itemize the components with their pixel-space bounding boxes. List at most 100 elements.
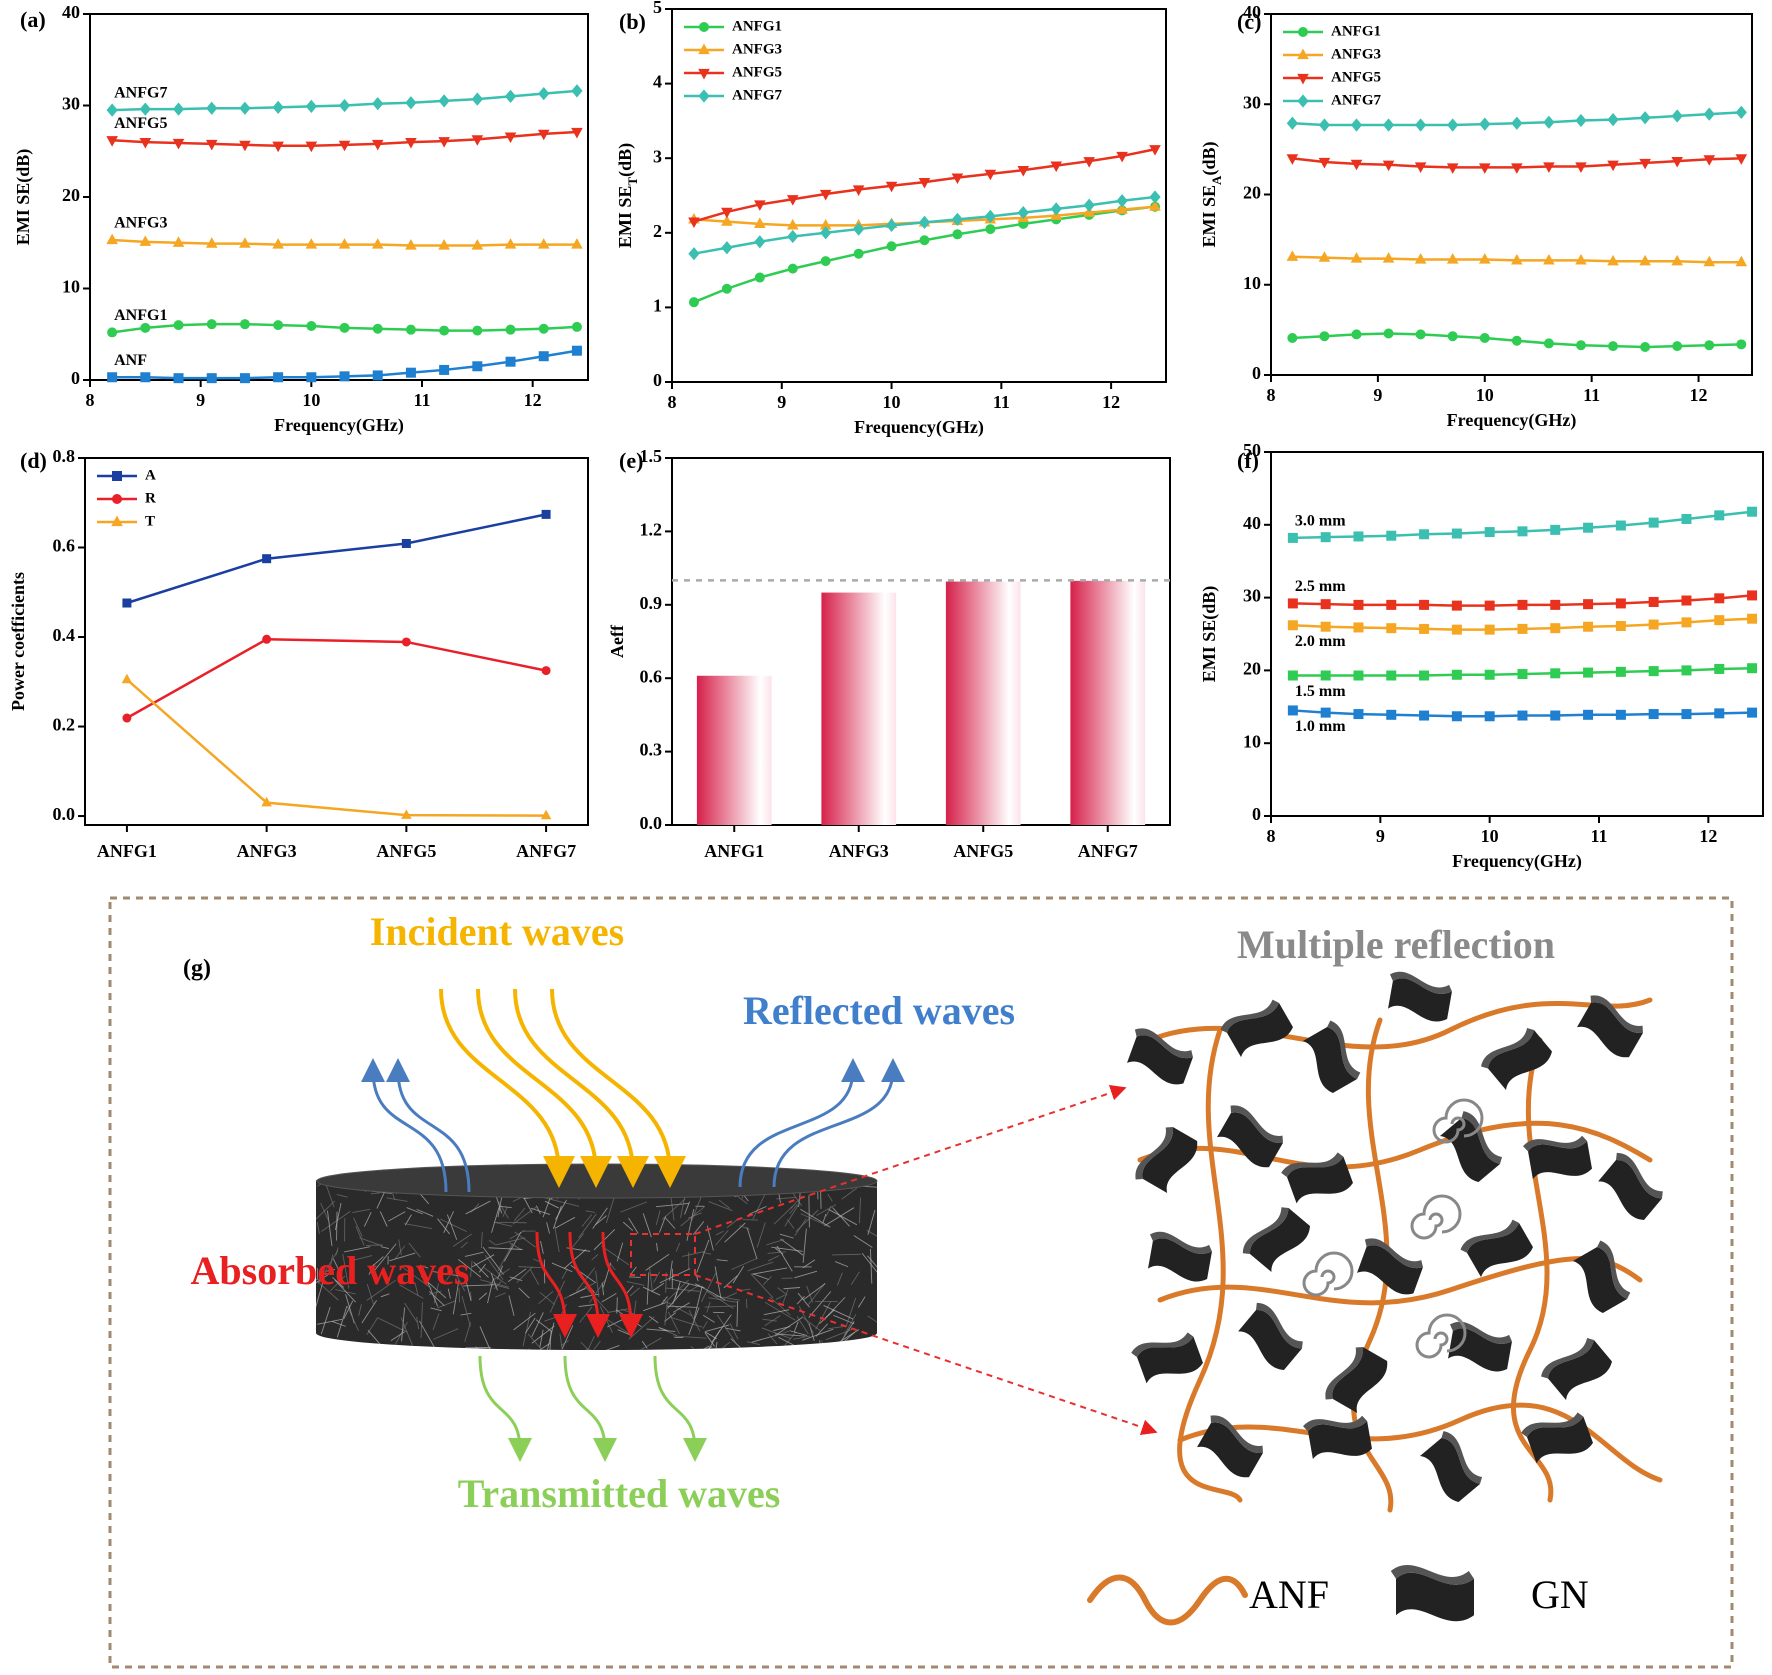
chart-panel: (a) 0 10 20 30 40 8 9 10 11 12 Frequency(GHz) EMI SE…	[13, 2, 589, 436]
marker	[1382, 252, 1395, 263]
texture-line	[563, 1249, 587, 1269]
texture-line	[715, 1230, 724, 1236]
texture-line	[445, 1270, 454, 1282]
marker	[820, 226, 832, 240]
texture-line	[324, 1250, 339, 1273]
marker	[1350, 252, 1363, 263]
marker	[1517, 669, 1528, 680]
texture-line	[316, 1273, 330, 1289]
spiral	[1410, 1194, 1462, 1240]
marker	[1116, 203, 1128, 214]
marker	[1287, 598, 1298, 609]
texture-line	[784, 1202, 801, 1227]
y-tick-label: 0	[1252, 804, 1261, 824]
marker	[338, 140, 351, 152]
marker	[1446, 163, 1459, 174]
texture-line	[518, 1287, 530, 1299]
series-label: ANFG5	[114, 115, 167, 132]
texture-line	[503, 1231, 522, 1262]
marker	[1419, 670, 1430, 681]
marker	[820, 256, 831, 267]
texture-line	[483, 1267, 507, 1285]
marker	[239, 140, 251, 152]
texture	[316, 1169, 877, 1351]
texture-line	[548, 1330, 552, 1351]
marker	[1320, 670, 1331, 681]
arrow	[563, 1355, 617, 1462]
texture-line	[802, 1259, 816, 1269]
marker	[1747, 613, 1758, 624]
texture-line	[419, 1264, 429, 1269]
texture-line	[509, 1229, 526, 1240]
texture-line	[691, 1196, 702, 1221]
texture-line	[793, 1335, 810, 1340]
texture-line	[514, 1231, 536, 1248]
texture-line	[713, 1295, 740, 1301]
y-axis-label-part: EMI SE	[615, 186, 635, 249]
legend-symbol	[1297, 73, 1309, 85]
texture-line	[857, 1296, 866, 1308]
marker	[1747, 590, 1758, 601]
spiral	[1302, 1251, 1354, 1297]
ribbon-shape	[1598, 1159, 1662, 1221]
ribbon-shape	[1396, 1572, 1474, 1622]
texture-line	[666, 1279, 689, 1302]
texture-line	[373, 1243, 397, 1272]
texture-line	[762, 1276, 772, 1285]
marker	[885, 181, 898, 193]
marker	[372, 97, 384, 111]
marker	[853, 248, 864, 259]
texture-line	[828, 1326, 844, 1330]
texture-line	[353, 1217, 363, 1237]
marker	[1648, 666, 1659, 677]
texture-line	[651, 1282, 665, 1292]
marker	[1517, 710, 1528, 721]
marker	[1681, 617, 1692, 628]
texture-line	[793, 1321, 799, 1333]
texture-line	[322, 1348, 344, 1351]
texture-line	[581, 1214, 593, 1227]
texture-line	[469, 1291, 472, 1300]
marker	[1714, 593, 1725, 604]
ribbon-shape	[1467, 1222, 1533, 1278]
texture-line	[592, 1207, 608, 1229]
texture-line	[670, 1195, 675, 1221]
x-tick-label: 8	[86, 390, 95, 410]
gn-sheet	[1197, 1415, 1263, 1478]
marker	[540, 809, 552, 820]
marker	[1704, 340, 1715, 351]
marker	[787, 263, 798, 274]
y-tick-label: 2	[653, 221, 662, 241]
chart-panel: (e) 0.0 0.3 0.6 0.9 1.2 1.5 ANFG1 ANFG3 ANFG5 ANFG…	[607, 446, 1171, 861]
texture-line	[478, 1292, 488, 1301]
marker	[1414, 162, 1427, 173]
texture-line	[702, 1314, 715, 1323]
texture-line	[447, 1288, 451, 1299]
texture-line	[718, 1199, 731, 1209]
ribbon-edge	[1523, 1135, 1588, 1152]
marker	[1320, 532, 1331, 543]
texture-line	[580, 1335, 595, 1351]
texture-line	[824, 1207, 855, 1227]
texture-line	[404, 1223, 432, 1230]
texture-line	[578, 1213, 597, 1239]
plot-frame	[1270, 13, 1753, 376]
texture-line	[800, 1208, 831, 1228]
marker	[1714, 708, 1725, 719]
ribbon-edge	[1242, 1207, 1289, 1254]
ribbon-shape	[1227, 1002, 1293, 1058]
marker	[1550, 599, 1561, 610]
x-tick-label: 11	[413, 390, 430, 410]
marker	[205, 237, 218, 248]
marker	[439, 325, 450, 336]
texture-line	[732, 1265, 745, 1284]
texture-line	[530, 1207, 551, 1216]
x-tick-label: ANFG3	[237, 841, 297, 861]
texture-line	[767, 1251, 787, 1254]
ribbon-edge	[1303, 1415, 1368, 1432]
texture-line	[579, 1306, 593, 1323]
marker	[1575, 113, 1587, 128]
marker	[1511, 253, 1523, 265]
panel-label: (a)	[20, 7, 46, 32]
texture-line	[480, 1232, 483, 1249]
